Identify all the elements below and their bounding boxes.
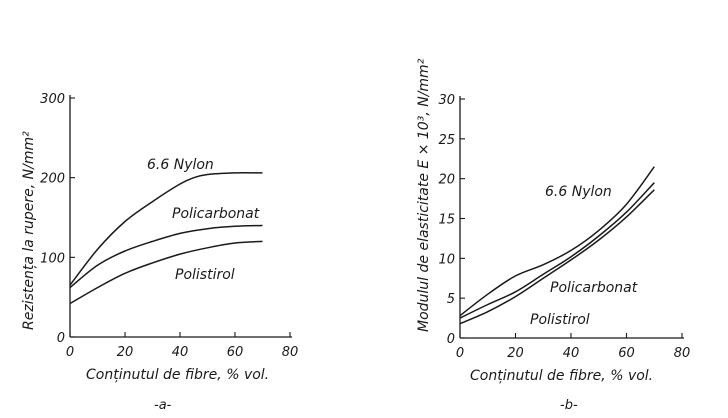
- chart-a-xtick-label-40: 40: [172, 345, 189, 360]
- chart-a-xtick-label-0: 0: [66, 345, 74, 360]
- chart-a-curve-nylon: [69, 172, 263, 286]
- chart-a-label-polistirol: Polistirol: [175, 267, 235, 283]
- chart-b-ytick-label-0: 0: [447, 332, 455, 347]
- chart-a-xtick-label-60: 60: [227, 345, 244, 360]
- chart-b-ytick-label-30: 30: [438, 93, 455, 108]
- chart-b-xlabel: Conținutul de fibre, % vol.: [470, 368, 653, 384]
- chart-a-curves: [69, 172, 263, 305]
- chart-a-ytick-label-0: 0: [57, 331, 65, 346]
- chart-b-curve-nylon: [459, 166, 655, 317]
- chart-a-curve-polistirol: [69, 240, 263, 305]
- chart-b-label-policarbonat: Policarbonat: [550, 280, 638, 296]
- chart-a-label-policarbonat: Policarbonat: [172, 206, 260, 222]
- chart-b-xtick-label-60: 60: [618, 346, 635, 361]
- chart-b-curves: [459, 166, 655, 325]
- chart-b-xtick-label-0: 0: [456, 346, 464, 361]
- chart-a-ticks: 0 20 40 60 80 0 100 200 300: [40, 92, 298, 360]
- chart-b-ytick-label-10: 10: [438, 252, 455, 267]
- chart-b-ytick-label-25: 25: [438, 133, 455, 148]
- chart-a-ytick-label-100: 100: [40, 251, 65, 266]
- chart-b-label-polistirol: Polistirol: [530, 312, 590, 328]
- chart-a-ytick-label-200: 200: [40, 172, 65, 187]
- chart-a: 0 20 40 60 80 0 100 200 300 Rezistența la rupere…: [21, 92, 298, 413]
- chart-b-ytick-label-15: 15: [438, 213, 455, 228]
- chart-a-ytick-label-300: 300: [40, 92, 65, 107]
- chart-a-curve-policarbonat: [69, 224, 263, 289]
- chart-b-xtick-label-80: 80: [674, 346, 691, 361]
- chart-b-xtick-label-20: 20: [507, 346, 524, 361]
- chart-b-ylabel: Modulul de elasticitate E × 10³, N/mm²: [416, 58, 432, 332]
- chart-b-ytick-label-5: 5: [447, 292, 455, 307]
- chart-b-ticks: 0 20 40 60 80 0 5 10 15 20 25 30: [438, 93, 690, 361]
- chart-a-xtick-label-20: 20: [117, 345, 134, 360]
- chart-a-ylabel: Rezistența la rupere, N/mm²: [21, 131, 37, 330]
- chart-a-label-nylon: 6.6 Nylon: [147, 157, 214, 173]
- chart-b-label-nylon: 6.6 Nylon: [545, 184, 612, 200]
- chart-b: 0 20 40 60 80 0 5 10 15 20 25 30 Modulul de elastic…: [416, 58, 690, 413]
- chart-b-curve-polistirol: [459, 189, 655, 325]
- chart-a-axes: [69, 95, 292, 338]
- chart-b-ytick-label-20: 20: [438, 173, 455, 188]
- chart-a-xlabel: Conținutul de fibre, % vol.: [86, 367, 269, 383]
- chart-a-subtitle: -a-: [154, 398, 172, 413]
- chart-b-xtick-label-40: 40: [563, 346, 580, 361]
- chart-b-curve-policarbonat: [459, 182, 655, 319]
- chart-a-xtick-label-80: 80: [282, 345, 299, 360]
- chart-b-subtitle: -b-: [560, 398, 578, 413]
